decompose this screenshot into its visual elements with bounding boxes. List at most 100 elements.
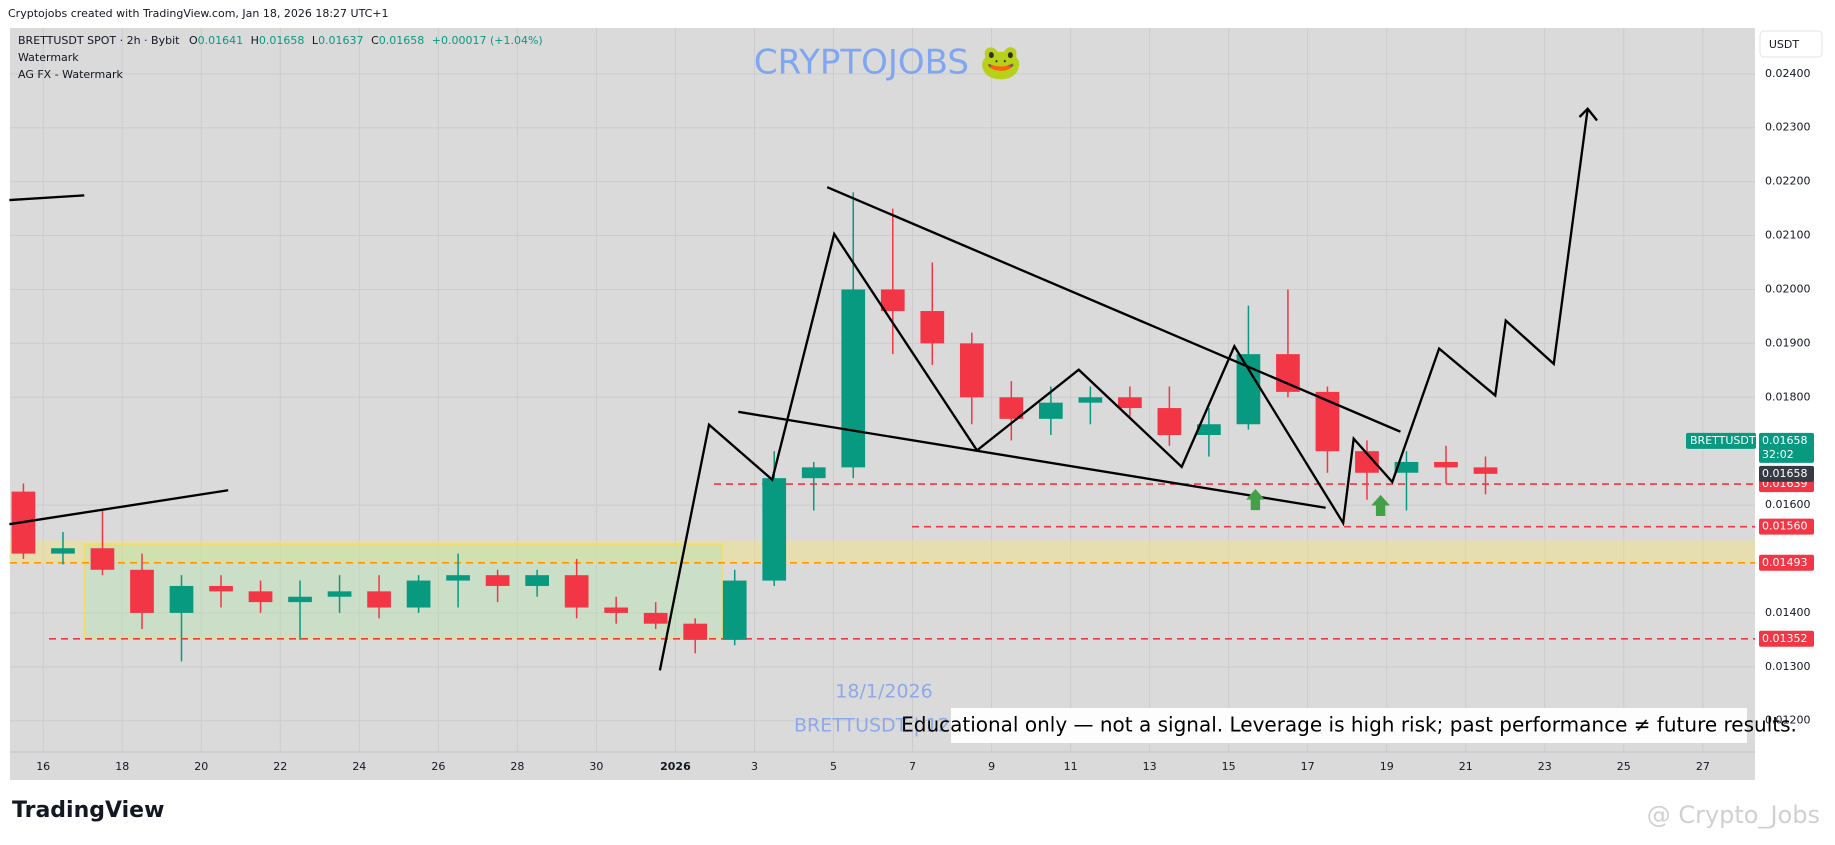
level-label: 0.01493 <box>1762 556 1808 569</box>
y-tick-label: 0.01600 <box>1765 498 1811 511</box>
level-tag <box>1759 554 1814 571</box>
footer-logo: TradingView <box>12 798 164 823</box>
y-tick-label: 0.02300 <box>1765 121 1811 134</box>
x-tick-label: 24 <box>352 760 366 773</box>
countdown: 32:02 <box>1762 448 1794 461</box>
disclaimer: Educational only — not a signal. Leverag… <box>901 713 1797 737</box>
candle-body <box>801 467 826 479</box>
trend-line <box>9 194 85 202</box>
currency[interactable]: USDT <box>1769 38 1800 51</box>
up-arrow <box>1371 494 1390 516</box>
footer-author: @ Crypto_Jobs <box>1647 801 1820 829</box>
symbol-watermark: BRETTUSDT | 120 <box>794 715 962 737</box>
candle-body <box>683 623 708 640</box>
projection-arrowhead <box>1578 107 1598 122</box>
ohlc-key: O <box>189 34 198 47</box>
candle-body <box>564 575 589 608</box>
candle-body <box>169 585 194 613</box>
candle-body <box>1394 461 1419 473</box>
candle-body <box>762 478 787 581</box>
symbol-legend: BRETTUSDT SPOT · 2h · Bybit O0.01641 H0.… <box>18 34 543 47</box>
x-tick-label: 9 <box>988 760 995 773</box>
x-tick-label: 2026 <box>660 760 691 773</box>
y-tick-label: 0.01800 <box>1765 390 1811 403</box>
symbol-tag <box>1686 432 1756 449</box>
x-tick-label: 30 <box>589 760 603 773</box>
grid <box>10 28 1755 752</box>
candle-body <box>51 548 75 554</box>
last-price-label: 0.01658 <box>1762 467 1808 480</box>
x-tick-label: 21 <box>1459 760 1473 773</box>
candle-body <box>1157 408 1182 436</box>
x-tick-label: 3 <box>751 760 758 773</box>
candle-body <box>880 289 905 312</box>
x-tick-label: 22 <box>273 760 287 773</box>
disclaimer-box <box>951 708 1747 743</box>
levels <box>10 483 1755 640</box>
candle-body <box>1197 424 1221 436</box>
price-axis-background <box>1755 28 1835 780</box>
projection-path <box>658 108 1589 671</box>
x-tick-label: 25 <box>1617 760 1631 773</box>
supply-band <box>9 540 1756 564</box>
candle-body <box>90 548 115 570</box>
candle-body <box>604 607 629 613</box>
candle-body <box>525 575 549 586</box>
brand-watermark: CRYPTOJOBS 🐸 <box>754 43 1022 83</box>
y-tick-label: 0.02000 <box>1765 282 1811 295</box>
candle-body <box>1315 391 1340 452</box>
ohlc-value: 0.01658 <box>259 34 305 47</box>
x-tick-label: 27 <box>1696 760 1710 773</box>
ohlc-value: 0.01641 <box>198 34 244 47</box>
ohlc-key: L <box>312 34 319 47</box>
y-tick-label: 0.02400 <box>1765 67 1811 80</box>
candle-body <box>367 591 391 608</box>
symbol-label: BRETTUSDT <box>1690 434 1756 447</box>
caption: Cryptojobs created with TradingView.com,… <box>8 7 389 20</box>
candle-body <box>248 591 273 603</box>
candle-body <box>209 585 233 592</box>
x-tick-label: 11 <box>1064 760 1078 773</box>
candle-body <box>722 580 747 640</box>
x-tick-label: 18 <box>115 760 129 773</box>
y-tick-label: 0.01200 <box>1765 714 1811 727</box>
level-label: 0.01560 <box>1762 520 1808 533</box>
candle-body <box>288 596 312 603</box>
candle-body <box>841 289 866 468</box>
level-tag <box>1759 518 1814 535</box>
symbol-price-tag <box>1759 432 1814 463</box>
plot-background <box>10 28 1755 780</box>
x-tick-label: 20 <box>194 760 208 773</box>
currency-button[interactable] <box>1759 30 1823 58</box>
candle-body <box>1434 461 1458 468</box>
y-tick-label: 0.02100 <box>1765 229 1811 242</box>
candle-body <box>999 397 1024 419</box>
y-tick-label: 0.01300 <box>1765 660 1811 673</box>
y-tick-label: 0.01400 <box>1765 606 1811 619</box>
candle-body <box>1355 451 1379 473</box>
candle-body <box>1236 354 1261 425</box>
axes: 0.01200 0.01300 0.01400 0.01600 0.01800 0.019… <box>36 67 1814 773</box>
candle-body <box>959 343 984 398</box>
ohlc-key: H <box>251 34 259 47</box>
candle-body <box>406 580 431 608</box>
symbol-price-label: 0.01658 <box>1762 434 1808 447</box>
candle-body <box>1473 467 1498 474</box>
candle-body <box>1118 397 1142 409</box>
ohlc-value: 0.01637 <box>318 34 364 47</box>
trend-line <box>9 489 229 526</box>
ohlc-key: C <box>371 34 379 47</box>
wedge-top <box>826 186 1401 433</box>
candle-body <box>446 575 470 581</box>
y-tick-label: 0.01900 <box>1765 336 1811 349</box>
drawings <box>9 107 1598 671</box>
change: +0.00017 (+1.04%) <box>432 34 543 47</box>
level-label: 0.01352 <box>1762 632 1808 645</box>
level-tag <box>1759 630 1814 647</box>
ohlc-value: 0.01658 <box>379 34 425 47</box>
candle-body <box>327 591 352 597</box>
date-watermark: 18/1/2026 <box>835 681 932 703</box>
candle-body <box>643 612 668 624</box>
candle-body <box>130 569 154 613</box>
